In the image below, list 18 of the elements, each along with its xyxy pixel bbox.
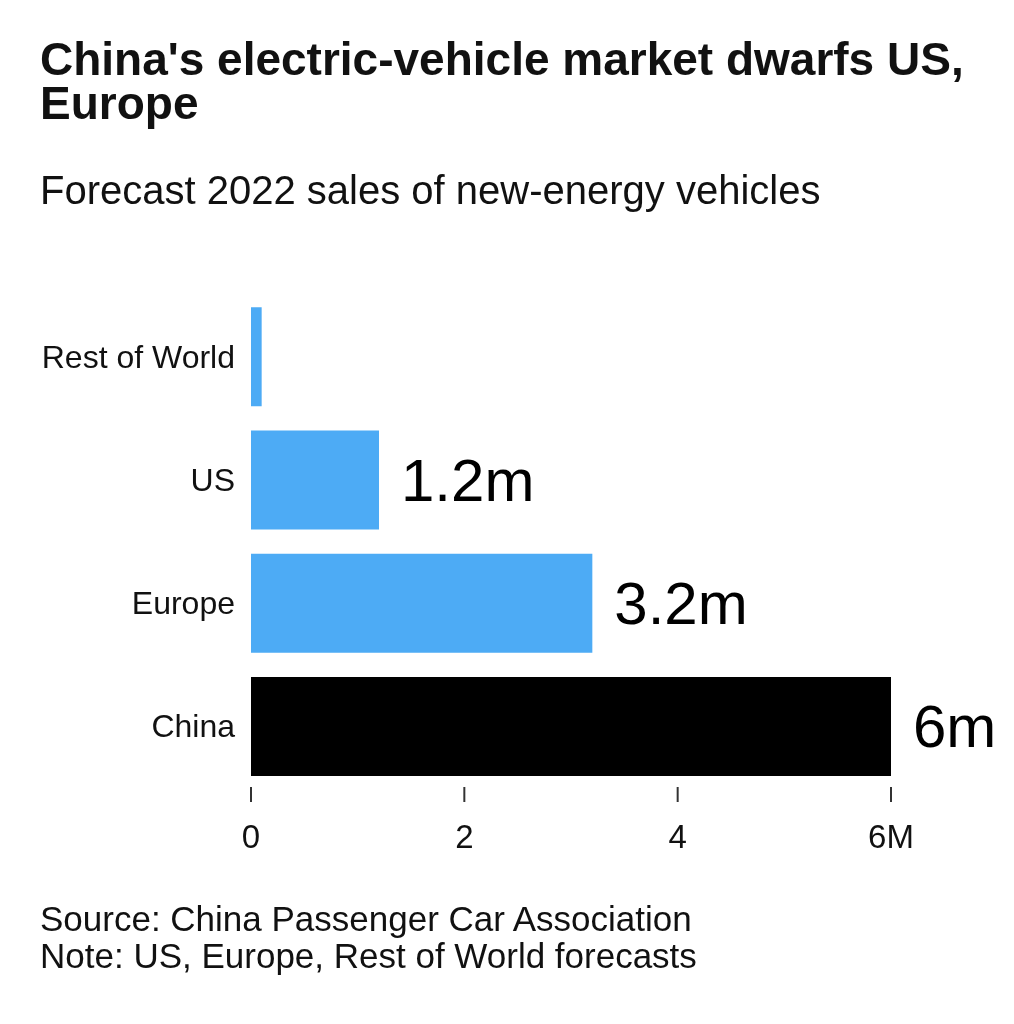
bar: [251, 677, 891, 777]
y-tick-label: China: [151, 708, 236, 745]
data-label: 3.2m: [614, 569, 748, 637]
chart-title: China's electric-vehicle market dwarfs US, Europe: [40, 33, 965, 129]
y-tick-label: US: [190, 461, 235, 498]
y-tick-label: Rest of World: [41, 338, 235, 375]
x-tick-label: 0: [241, 817, 261, 855]
data-label: 1.2m: [401, 446, 535, 514]
chart-subtitle: Forecast 2022 sales of new-energy vehicles: [40, 168, 822, 212]
bar: [251, 553, 593, 653]
bar: [251, 307, 262, 407]
source-note: Source: China Passenger Car Association: [40, 899, 693, 938]
data-label: 6m: [913, 693, 997, 761]
x-tick-label: 2: [455, 817, 474, 855]
x-tick-label: 4: [668, 817, 687, 855]
bar: [251, 430, 379, 530]
x-tick-label: 6M: [868, 817, 914, 855]
y-tick-label: Europe: [131, 585, 235, 622]
